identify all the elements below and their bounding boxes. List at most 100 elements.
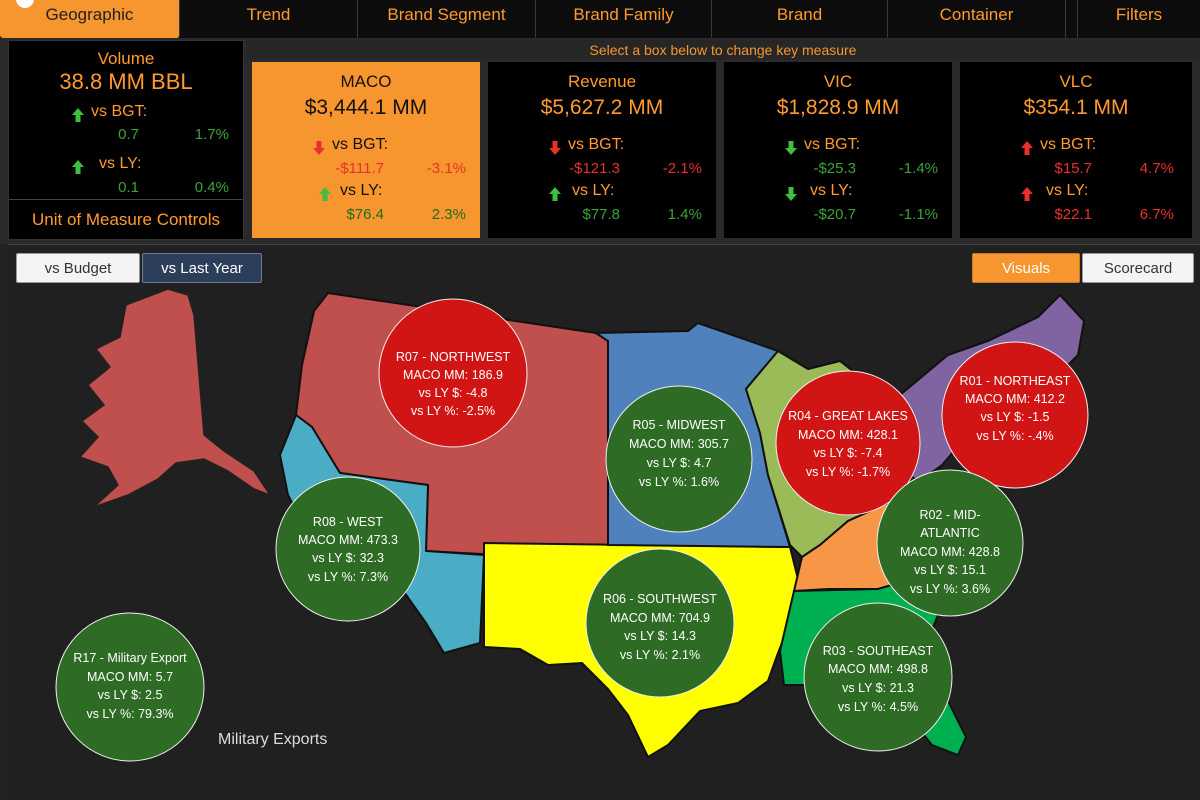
region-name: R04 - GREAT LAKES (788, 409, 908, 423)
scorecard-button[interactable]: Scorecard (1082, 253, 1194, 283)
vs-ly-pct: 1.4% (667, 206, 702, 223)
region-name: R03 - SOUTHEAST (823, 644, 934, 658)
unit-of-measure-controls[interactable]: Unit of Measure Controls (9, 199, 243, 239)
vs-ly-abs: $77.8 (582, 206, 620, 223)
tab-label: Filters (1115, 5, 1163, 24)
region-ly-pct: vs LY %: -.4% (976, 429, 1053, 443)
kpi-title: Revenue (567, 72, 637, 91)
kpi-revenue[interactable]: Revenue $5,627.2 MM vs BGT: -$121.3 -2.1… (488, 62, 716, 238)
arrow-down-icon (549, 141, 561, 155)
main-tab-bar: Geographic Trend Brand Segment Brand Fam… (0, 0, 1200, 38)
vs-bgt-abs: -$111.7 (335, 160, 384, 177)
region-ly-abs: vs LY $: 2.5 (98, 688, 163, 702)
tab-brand[interactable]: Brand (712, 0, 888, 38)
vs-bgt-pct: -3.1% (426, 160, 466, 177)
visuals-button[interactable]: Visuals (972, 253, 1080, 283)
region-ly-abs: vs LY $: -1.5 (980, 410, 1049, 424)
region-ly-abs: vs LY $: 4.7 (647, 456, 712, 470)
region-maco: MACO MM: 186.9 (403, 368, 503, 382)
region-ly-abs: vs LY $: -7.4 (813, 446, 882, 460)
tab-label: Trend (246, 5, 291, 24)
us-region-map[interactable]: R07 - NORTHWEST MACO MM: 186.9 vs LY $: … (8, 245, 1200, 800)
vs-bgt-abs: -$121.3 (569, 160, 620, 177)
home-icon[interactable] (16, 0, 34, 8)
kpi-value: $354.1 MM (1023, 96, 1129, 119)
region-ly-abs: vs LY $: 21.3 (842, 681, 914, 695)
tab-container[interactable]: Container (888, 0, 1066, 38)
region-ly-pct: vs LY %: 3.6% (910, 582, 990, 596)
vs-ly-abs: -$20.7 (813, 206, 856, 223)
vs-last-year-button[interactable]: vs Last Year (142, 253, 262, 283)
region-shape-alaska[interactable] (78, 288, 272, 508)
region-maco: MACO MM: 5.7 (87, 670, 173, 684)
region-bubble-southwest[interactable]: R06 - SOUTHWEST MACO MM: 704.9 vs LY $: … (585, 548, 735, 698)
kpi-value: $1,828.9 MM (776, 96, 900, 119)
region-ly-pct: vs LY %: 2.1% (620, 648, 700, 662)
region-ly-pct: vs LY %: -1.7% (806, 465, 890, 479)
kpi-vic[interactable]: VIC $1,828.9 MM vs BGT: -$25.3 -1.4% vs … (724, 62, 952, 238)
region-name: R17 - Military Export (73, 651, 187, 665)
region-ly-abs: vs LY $: 14.3 (624, 629, 696, 643)
vs-bgt-abs: $15.7 (1054, 160, 1092, 177)
region-ly-abs: vs LY $: 32.3 (312, 551, 384, 565)
kpi-vlc[interactable]: VLC $354.1 MM vs BGT: $15.7 4.7% vs LY: … (960, 62, 1192, 238)
tab-label: Container (939, 5, 1014, 24)
region-bubble-great-lakes[interactable]: R04 - GREAT LAKES MACO MM: 428.1 vs LY $… (775, 370, 921, 516)
map-panel: R07 - NORTHWEST MACO MM: 186.9 vs LY $: … (8, 244, 1200, 800)
region-name: R01 - NORTHEAST (960, 374, 1071, 388)
select-measure-hint: Select a box below to change key measure (246, 40, 1200, 60)
arrow-up-icon (1021, 141, 1033, 155)
region-bubble-northeast[interactable]: R01 - NORTHEAST MACO MM: 412.2 vs LY $: … (941, 341, 1089, 489)
region-bubble-midwest[interactable]: R05 - MIDWEST MACO MM: 305.7 vs LY $: 4.… (605, 385, 753, 533)
region-maco: MACO MM: 498.8 (828, 662, 928, 676)
region-ly-abs: vs LY $: -4.8 (418, 386, 487, 400)
tab-trend[interactable]: Trend (180, 0, 358, 38)
arrow-up-icon (549, 187, 561, 201)
region-bubble-west[interactable]: R08 - WEST MACO MM: 473.3 vs LY $: 32.3 … (275, 476, 421, 622)
vs-ly-pct: 6.7% (1139, 206, 1174, 223)
region-ly-pct: vs LY %: 1.6% (639, 475, 719, 489)
region-bubble-southeast[interactable]: R03 - SOUTHEAST MACO MM: 498.8 vs LY $: … (803, 602, 953, 752)
vs-bgt-pct: -1.4% (898, 160, 938, 177)
vs-budget-button[interactable]: vs Budget (16, 253, 140, 283)
vs-ly-abs: 0.1 (118, 179, 139, 196)
vs-ly-pct: -1.1% (898, 206, 938, 223)
tab-brand-family[interactable]: Brand Family (536, 0, 712, 38)
vs-ly-abs: $22.1 (1054, 206, 1092, 223)
kpi-title: VLC (1059, 72, 1093, 91)
region-bubble-military-export[interactable]: R17 - Military Export MACO MM: 5.7 vs LY… (55, 612, 205, 762)
tab-brand-segment[interactable]: Brand Segment (358, 0, 536, 38)
vs-bgt-label: vs BGT: (568, 136, 625, 153)
vs-bgt-label: vs BGT: (91, 103, 148, 120)
kpi-title: MACO (340, 72, 392, 91)
region-ly-pct: vs LY %: -2.5% (411, 404, 495, 418)
kpi-maco[interactable]: MACO $3,444.1 MM vs BGT: -$111.7 -3.1% v… (252, 62, 480, 238)
vs-bgt-label: vs BGT: (1040, 136, 1097, 153)
tab-geographic[interactable]: Geographic (0, 0, 180, 38)
kpi-title: VIC (823, 72, 853, 91)
region-ly-pct: vs LY %: 79.3% (86, 707, 173, 721)
kpi-area: Volume 38.8 MM BBL vs BGT: 0.7 1.7% vs L… (0, 38, 1200, 244)
kpi-value: $5,627.2 MM (540, 96, 664, 119)
volume-title: Volume (97, 49, 155, 68)
tab-label: Brand Segment (387, 5, 506, 24)
vs-ly-label: vs LY: (572, 182, 615, 199)
volume-value: 38.8 MM BBL (59, 69, 193, 94)
vs-ly-label: vs LY: (1046, 182, 1089, 199)
tab-label: Brand Family (573, 5, 674, 24)
kpi-value: $3,444.1 MM (304, 96, 428, 119)
region-bubble-mid-atlantic[interactable]: R02 - MID- ATLANTIC MACO MM: 428.8 vs LY… (876, 469, 1024, 617)
region-maco: MACO MM: 428.1 (798, 428, 898, 442)
region-name: R08 - WEST (313, 515, 384, 529)
region-maco: MACO MM: 305.7 (629, 437, 729, 451)
region-name-line2: ATLANTIC (920, 526, 980, 540)
vs-ly-pct: 2.3% (431, 206, 466, 223)
region-bubble-northwest[interactable]: R07 - NORTHWEST MACO MM: 186.9 vs LY $: … (378, 298, 528, 448)
tab-filters[interactable]: Filters (1078, 0, 1200, 38)
vs-bgt-pct: 1.7% (194, 126, 229, 143)
volume-box[interactable]: Volume 38.8 MM BBL vs BGT: 0.7 1.7% vs L… (8, 40, 244, 240)
tab-label: Brand (776, 5, 823, 24)
vs-bgt-abs: 0.7 (118, 126, 139, 143)
arrow-down-icon (785, 141, 797, 155)
